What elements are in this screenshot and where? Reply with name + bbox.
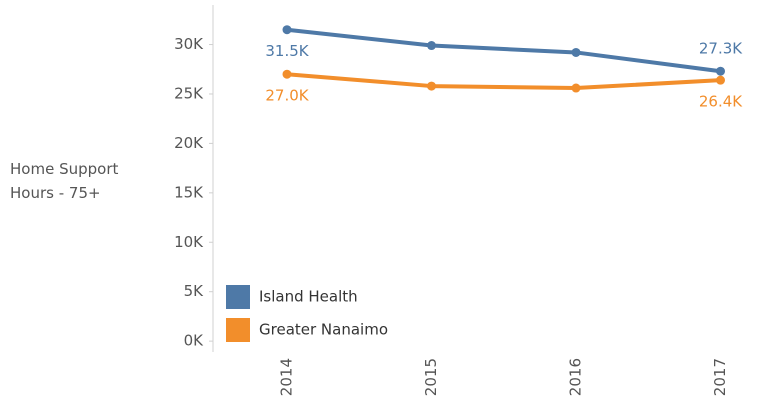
y-tick-label: 25K [174,84,204,102]
data-point [427,41,436,51]
y-axis-label: Home Support Hours - 75+ [10,160,119,202]
data-point [716,75,725,85]
legend-label: Island Health [259,288,358,306]
data-label: 27.3K [699,40,743,58]
legend-label: Greater Nanaimo [259,321,388,339]
legend-swatch [226,285,250,309]
data-label: 27.0K [265,87,309,105]
data-label: 31.5K [265,42,309,60]
y-tick-label: 0K [184,332,205,350]
x-tick-label: 2017 [711,358,729,396]
data-point [571,47,581,57]
data-point [571,83,581,93]
series-line [286,72,721,91]
data-point [716,66,725,76]
x-tick-label: 2016 [567,358,585,396]
y-tick-label: 10K [174,233,204,251]
data-point [282,69,292,79]
y-tick-label: 5K [184,282,205,300]
x-tick-label: 2014 [278,358,296,396]
data-point [282,25,292,35]
y-tick-label: 30K [174,35,204,53]
legend-swatch [226,318,250,342]
series-line [286,27,721,74]
x-tick-label: 2015 [422,358,440,396]
y-tick-label: 20K [174,134,204,152]
y-tick-label: 15K [174,183,204,201]
data-point [427,81,436,91]
data-label: 26.4K [699,93,743,111]
